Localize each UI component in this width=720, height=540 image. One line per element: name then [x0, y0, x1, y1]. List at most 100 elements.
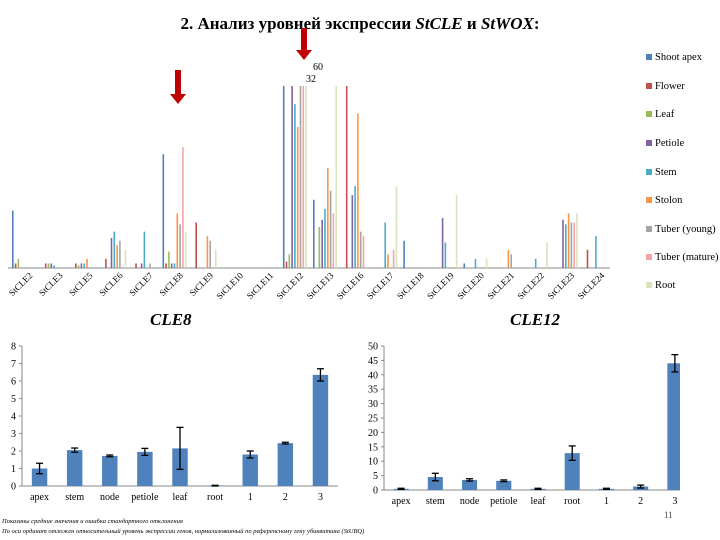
legend-swatch — [646, 83, 652, 89]
bar-StCLE8-8 — [184, 231, 187, 268]
bar-StCLE21-6 — [510, 254, 512, 268]
cle12-y-tick-label: 15 — [368, 442, 378, 453]
x-category-label: StCLE17 — [365, 270, 396, 301]
bar-StCLE3-1 — [44, 263, 47, 268]
legend-label: Stem — [655, 167, 677, 178]
bar-StCLE13-3 — [321, 219, 323, 268]
x-category-label: StCLE5 — [67, 270, 95, 298]
legend-label: Tuber (mature) — [655, 252, 719, 263]
cle12-bar-3 — [667, 363, 680, 490]
bar-StCLE2-2 — [17, 258, 20, 268]
bar-StCLE8-3 — [170, 263, 173, 268]
legend-swatch — [646, 54, 652, 60]
cle12-x-label-leaf: leaf — [531, 496, 547, 507]
cle12-bar-root — [564, 453, 580, 490]
bar-StCLE17-4 — [384, 222, 386, 268]
cle8-bar-3 — [312, 374, 329, 486]
bar-StCLE12-4 — [294, 104, 296, 268]
bar-StCLE19-8 — [455, 195, 458, 268]
x-category-label: StCLE2 — [7, 270, 35, 298]
bar-StCLE16-5 — [357, 113, 359, 268]
x-category-label: StCLE24 — [576, 270, 607, 301]
page-number: 11 — [664, 510, 673, 520]
bar-StCLE2-0 — [12, 210, 14, 268]
legend-label: Shoot apex — [655, 52, 702, 63]
cle8-y-tick-label: 8 — [11, 342, 16, 353]
bar-StCLE13-0 — [313, 199, 315, 268]
bar-StCLE8-2 — [168, 251, 170, 268]
bar-StCLE19-3 — [441, 217, 444, 268]
cle12-y-tick-label: 25 — [368, 414, 378, 425]
cle8-x-label-root: root — [207, 492, 223, 503]
x-category-label: StCLE9 — [187, 270, 215, 298]
bar-StCLE5-1 — [75, 263, 77, 268]
bar-StCLE12-5 — [296, 126, 299, 268]
legend-label: Flower — [655, 81, 685, 92]
cle12-x-label-apex: apex — [392, 496, 411, 507]
legend-label: Tuber (young) — [655, 224, 716, 235]
bar-StCLE16-1 — [345, 86, 348, 268]
x-category-label: StCLE20 — [455, 270, 486, 301]
bar-StCLE13-8 — [335, 86, 337, 268]
bar-StCLE6-3 — [110, 237, 113, 268]
bar-StCLE2-1 — [14, 263, 17, 268]
bar-StCLE12-2 — [288, 254, 291, 268]
bar-StCLE5-4 — [83, 263, 85, 268]
cle8-x-label-node: node — [100, 492, 120, 503]
bar-StCLE9-8 — [215, 249, 217, 268]
bar-StCLE8-6 — [179, 224, 181, 268]
x-category-label: StCLE21 — [485, 270, 516, 301]
bar-StCLE16-6 — [359, 231, 362, 268]
legend-label: Petiole — [655, 138, 685, 149]
cle8-y-tick-label: 5 — [11, 394, 16, 405]
cle12-y-tick-label: 5 — [373, 471, 378, 482]
bar-StCLE23-6 — [570, 222, 573, 268]
bar-StCLE6-6 — [119, 240, 121, 268]
cle12-bar-node — [462, 479, 478, 490]
bar-StCLE23-5 — [567, 213, 570, 268]
title-suffix: : — [533, 14, 540, 33]
cle12-chart-title: CLE12 — [510, 310, 561, 329]
bar-StCLE5-3 — [80, 263, 83, 268]
x-category-label: StCLE22 — [515, 270, 546, 301]
bar-StCLE20-0 — [463, 263, 466, 268]
cle12-y-tick-label: 40 — [368, 370, 378, 381]
cle12-x-label-3: 3 — [672, 496, 677, 507]
cle8-y-tick-label: 0 — [11, 482, 16, 493]
cle8-y-tick-label: 1 — [11, 464, 16, 475]
bar-StCLE5-2 — [77, 265, 80, 268]
bar-StCLE17-7 — [392, 249, 395, 268]
legend-swatch — [646, 282, 652, 288]
legend-swatch — [646, 140, 652, 146]
bar-StCLE3-2 — [47, 263, 50, 268]
cle8-bar-node — [102, 455, 118, 486]
bar-StCLE20-4 — [474, 258, 477, 268]
title-mid: и — [462, 14, 481, 33]
cle12-y-tick-label: 30 — [368, 399, 378, 410]
legend-swatch — [646, 226, 652, 232]
title-prefix: 2. Анализ уровней экспрессии — [180, 14, 416, 33]
x-category-label: StCLE13 — [305, 270, 336, 301]
cle12-bar-petiole — [496, 480, 512, 490]
cle12-bar-stem — [427, 477, 443, 490]
legend-swatch — [646, 254, 652, 260]
cle8-bar-petiole — [137, 451, 153, 486]
cle8-x-label-1: 1 — [248, 492, 253, 503]
cle8-x-label-2: 2 — [283, 492, 288, 503]
bar-StCLE3-4 — [53, 265, 55, 268]
bar-StCLE13-5 — [327, 167, 329, 268]
x-category-label: StCLE6 — [97, 270, 125, 298]
cle12-y-tick-label: 35 — [368, 385, 378, 396]
cle12-y-tick-label: 20 — [368, 428, 378, 439]
footnote-line-2: По оси ординат отложен относительный уро… — [2, 528, 365, 535]
title-gene-stcle: StCLE — [415, 14, 463, 33]
bar-StCLE13-4 — [324, 208, 326, 268]
bar-StCLE12-7 — [302, 86, 305, 268]
cle8-chart-title: CLE8 — [150, 310, 192, 329]
bar-StCLE13-2 — [318, 227, 321, 268]
slide-title: 2. Анализ уровней экспрессии StCLE и StW… — [0, 14, 720, 34]
bar-StCLE21-5 — [507, 249, 510, 268]
bar-StCLE8-5 — [176, 213, 179, 268]
bar-StCLE8-0 — [162, 154, 165, 268]
